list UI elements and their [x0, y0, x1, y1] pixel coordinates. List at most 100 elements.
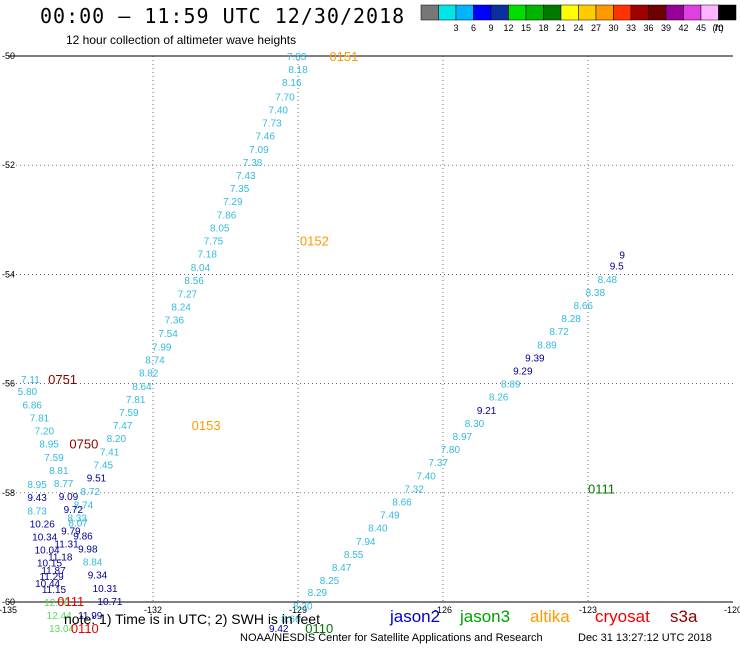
wave-height-value: 8.48: [598, 275, 618, 286]
colorbar-swatch: [630, 4, 649, 21]
wave-height-value: 10.04: [35, 546, 60, 557]
colorbar-tick-label: 36: [643, 23, 653, 33]
satellite-legend-altika: altika: [530, 607, 570, 626]
wave-height-value: 7.47: [113, 421, 133, 432]
wave-height-value: 8.26: [489, 393, 509, 404]
colorbar-swatch: [613, 4, 632, 21]
track-time-label: 0110: [71, 621, 99, 636]
colorbar-swatch: [455, 4, 474, 21]
wave-height-value: 7.49: [380, 511, 400, 522]
wave-height-value: 8.28: [561, 314, 581, 325]
wave-height-value: 12.36: [44, 598, 69, 609]
track-time-labels: 0151 0152 0153 0751 0750 0111 0110 0110 0111: [48, 49, 615, 636]
colorbar-tick-label: 3: [453, 23, 458, 33]
wave-height-value: 9.79: [61, 526, 81, 537]
wave-height-value: 12.44: [47, 611, 72, 622]
map-subtitle: 12 hour collection of altimeter wave hei…: [66, 33, 297, 47]
wave-height-value: 8.74: [145, 356, 165, 367]
wave-height-value: 8.95: [39, 440, 59, 451]
wave-height-value: 8.16: [282, 78, 302, 89]
wave-height-value: 7.11: [21, 375, 40, 386]
wave-height-value: 8.33: [67, 513, 87, 524]
wave-height-value: 7.09: [249, 145, 269, 156]
wave-height-value: 8.72: [81, 487, 101, 498]
wave-height-value: 7.81: [126, 395, 146, 406]
lon-tick-label: -132: [144, 605, 162, 615]
colorbar-swatch: [525, 4, 544, 21]
colorbar-tick-label: 70: [713, 23, 723, 33]
colorbar-tick-label: 33: [626, 23, 636, 33]
wave-height-value: 6.86: [23, 400, 43, 411]
wave-height-value: 10.15: [37, 559, 62, 570]
legend-note: note: 1) Time is in UTC; 2) SWH is in fe…: [64, 611, 320, 627]
wave-height-value: 7.18: [197, 250, 217, 261]
wave-height-value: 10.34: [32, 532, 57, 543]
lon-tick-label: -135: [0, 605, 17, 615]
colorbar-tick-label: 24: [573, 23, 583, 33]
wave-height-value: 7.75: [204, 237, 224, 248]
satellite-legend-jason2: jason2: [390, 607, 441, 626]
colorbar-swatch: [420, 4, 439, 21]
colorbar-tick-label: 9: [488, 23, 493, 33]
wave-height-value: 9.51: [87, 474, 107, 485]
wave-height-value: 7.54: [158, 329, 178, 340]
wave-height-value: 9.5: [610, 262, 624, 273]
wave-height-value: 8.77: [54, 479, 74, 490]
wave-height-value: 7.59: [44, 453, 64, 464]
wave-height-value: 8.24: [171, 303, 191, 314]
wave-height-value: 9.39: [525, 353, 545, 364]
wave-height-value: 8.72: [549, 327, 569, 338]
wave-height-value: 9: [619, 251, 625, 262]
wave-height-value: 9.09: [59, 492, 79, 503]
colorbar-swatch: [665, 4, 684, 21]
wave-height-value: 8.04: [191, 263, 211, 274]
colorbar-tick-label: 15: [521, 23, 531, 33]
wave-height-value: 7.86: [217, 210, 237, 221]
wave-height-value: 11.15: [42, 585, 67, 596]
wave-height-value: 11.99: [78, 611, 103, 622]
wave-height-value: 8.07: [68, 518, 88, 529]
wave-height-value: 7.38: [243, 158, 263, 169]
colorbar-swatch: [700, 4, 719, 21]
wave-height-value: 7.70: [275, 92, 295, 103]
wave-height-value: 8.97: [453, 432, 473, 443]
colorbar-tick-label: 45: [696, 23, 706, 33]
colorbar-swatch: [490, 4, 509, 21]
lon-tick-label: -126: [434, 605, 452, 615]
track-time-label: 0152: [300, 234, 329, 249]
colorbar-swatch: [683, 4, 702, 21]
satellite-legend-s3a: s3a: [670, 607, 698, 626]
wave-height-value: 7.40: [269, 106, 289, 117]
lat-tick-label: -52: [2, 160, 15, 170]
observation-labels: 7.83 8.18 8.16 7.70 7.40 7.73 7.46 7.09 7.38 7.43…: [18, 52, 626, 635]
wave-height-value: 7.41: [100, 447, 120, 458]
wave-height-value: 9.29: [513, 366, 533, 377]
wave-height-value: 8.89: [537, 340, 557, 351]
wave-height-value: 8.66: [281, 614, 301, 625]
wave-height-value: 10.44: [35, 579, 60, 590]
wave-height-value: 11.29: [39, 572, 64, 583]
wave-height-value: 7.35: [230, 184, 250, 195]
wave-height-value: 10.71: [97, 597, 122, 608]
wave-height-value: 9.43: [27, 493, 47, 504]
wave-height-value: 8.73: [27, 506, 47, 517]
wave-height-value: 8.81: [49, 466, 69, 477]
lon-tick-label: -129: [289, 605, 307, 615]
wave-height-value: 7.20: [35, 427, 55, 438]
colorbar-swatch: [578, 4, 597, 21]
colorbar-tick-label: 21: [556, 23, 566, 33]
axis-tick-labels: -135 -132 -129 -126 -123 -120 -50 -52 -54 -56 -58 -…: [0, 51, 740, 615]
wave-height-value: 8.56: [184, 276, 204, 287]
wave-height-value: 8.47: [332, 563, 352, 574]
colorbar-legend: 3 6 9 12 15 18 21 24 27 30 33 36 39 42 45 70(ft): [420, 4, 737, 33]
map-title: 00:00 — 11:59 UTC 12/30/2018: [40, 4, 406, 28]
track-time-label: 0111: [57, 594, 84, 609]
wave-height-value: 8.40: [368, 524, 388, 535]
wave-height-value: 7.94: [356, 537, 376, 548]
colorbar-tick-label: 39: [661, 23, 671, 33]
footer-timestamp: Dec 31 13:27:12 UTC 2018: [578, 632, 712, 644]
wave-height-value: 8.18: [288, 65, 308, 76]
wave-height-value: 13.04: [49, 624, 74, 635]
wave-height-value: 8.95: [27, 480, 47, 491]
